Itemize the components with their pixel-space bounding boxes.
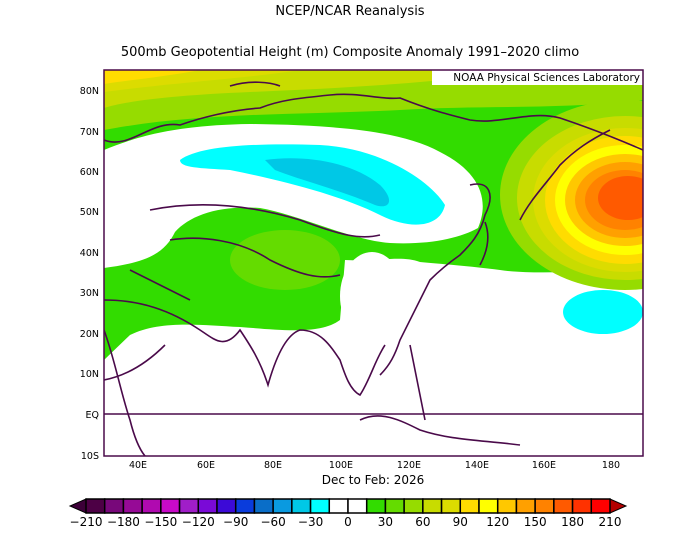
lat-label: 50N xyxy=(80,207,99,218)
lat-axis: 80N 70N 60N 50N 40N 30N 20N 10N EQ 10S xyxy=(80,86,99,462)
lat-label: 40N xyxy=(80,248,99,259)
colorbar-label: −150 xyxy=(144,515,177,529)
colorbar-swatch xyxy=(590,498,611,514)
lon-label: 100E xyxy=(329,460,353,471)
positive-anomaly-pacific xyxy=(500,100,643,290)
colorbar-label: −210 xyxy=(70,515,103,529)
coastlines xyxy=(104,81,643,456)
colorbar-label: 90 xyxy=(453,515,468,529)
colorbar-swatch xyxy=(234,498,256,514)
colorbar-label: 60 xyxy=(415,515,430,529)
colorbar-swatch xyxy=(459,498,480,514)
colorbar-label: 120 xyxy=(486,515,509,529)
colorbar-swatch xyxy=(553,498,574,514)
colorbar-swatch xyxy=(197,498,218,514)
plot-subtitle: 500mb Geopotential Height (m) Composite … xyxy=(120,45,580,60)
colorbar-swatch xyxy=(440,498,462,514)
lon-label: 60E xyxy=(197,460,215,471)
colorbar-low-arrow xyxy=(68,498,87,514)
colorbar-label: −30 xyxy=(298,515,323,529)
lon-axis: 40E 60E 80E 100E 120E 140E 160E 180 xyxy=(129,460,620,471)
colorbar-swatch xyxy=(496,498,518,514)
colorbar-swatch xyxy=(253,498,274,514)
colorbar-label: 30 xyxy=(378,515,393,529)
colorbar-swatch xyxy=(103,498,125,514)
lon-label: 120E xyxy=(397,460,421,471)
colorbar-label: 180 xyxy=(561,515,584,529)
period-label: Dec to Feb: 2026 xyxy=(322,473,425,487)
colorbar-swatch xyxy=(309,498,331,514)
negative-anomaly-pacific xyxy=(563,290,643,334)
anomaly-shading xyxy=(104,70,643,456)
colorbar-swatch xyxy=(534,498,555,514)
colorbar-label: 210 xyxy=(599,515,622,529)
plot-title: NCEP/NCAR Reanalysis xyxy=(275,4,425,19)
colorbar-label: −180 xyxy=(107,515,140,529)
lat-label: 20N xyxy=(80,329,99,340)
lat-label: 10N xyxy=(80,369,99,380)
lat-label: 10S xyxy=(81,451,99,462)
positive-anomaly-central-asia xyxy=(230,230,340,290)
colorbar-label: 0 xyxy=(344,515,352,529)
colorbar-swatch xyxy=(141,498,162,514)
colorbar-swatch xyxy=(122,498,143,514)
neutral-china xyxy=(340,252,404,340)
colorbar-swatch xyxy=(291,498,312,514)
colorbar-label: 150 xyxy=(524,515,547,529)
colorbar-swatch xyxy=(216,498,237,514)
colorbar-swatch xyxy=(403,498,424,514)
lon-label: 40E xyxy=(129,460,147,471)
lat-label: EQ xyxy=(86,410,99,421)
lat-label: 60N xyxy=(80,167,99,178)
colorbar-label: −60 xyxy=(260,515,285,529)
lon-label: 160E xyxy=(532,460,556,471)
colorbar-swatch xyxy=(178,498,200,514)
lon-label: 140E xyxy=(465,460,489,471)
map-frame xyxy=(103,69,644,457)
colorbar-swatch xyxy=(478,498,499,514)
colorbar-swatch xyxy=(328,498,349,514)
colorbar-swatch xyxy=(515,498,536,514)
lon-label: 80E xyxy=(264,460,282,471)
lat-label: 70N xyxy=(80,127,99,138)
colorbar-swatch xyxy=(160,498,181,514)
colorbar-swatch xyxy=(384,498,405,514)
colorbar-label: −90 xyxy=(223,515,248,529)
colorbar-swatch xyxy=(85,498,106,514)
colorbar-swatch xyxy=(272,498,293,514)
colorbar-swatch xyxy=(571,498,593,514)
lat-label: 30N xyxy=(80,288,99,299)
colorbar-label: −120 xyxy=(182,515,215,529)
colorbar-swatch xyxy=(422,498,443,514)
colorbar-high-arrow xyxy=(609,498,628,514)
colorbar-swatch xyxy=(365,498,387,514)
lon-label: 180 xyxy=(602,460,620,471)
lat-label: 80N xyxy=(80,86,99,97)
credit-label: NOAA Physical Sciences Laboratory xyxy=(453,72,640,84)
colorbar-swatch xyxy=(347,498,368,514)
colorbar: −210 −180 −150 −120 −90 −60 −30 0 30 60 90 120 150 18… xyxy=(68,498,628,529)
